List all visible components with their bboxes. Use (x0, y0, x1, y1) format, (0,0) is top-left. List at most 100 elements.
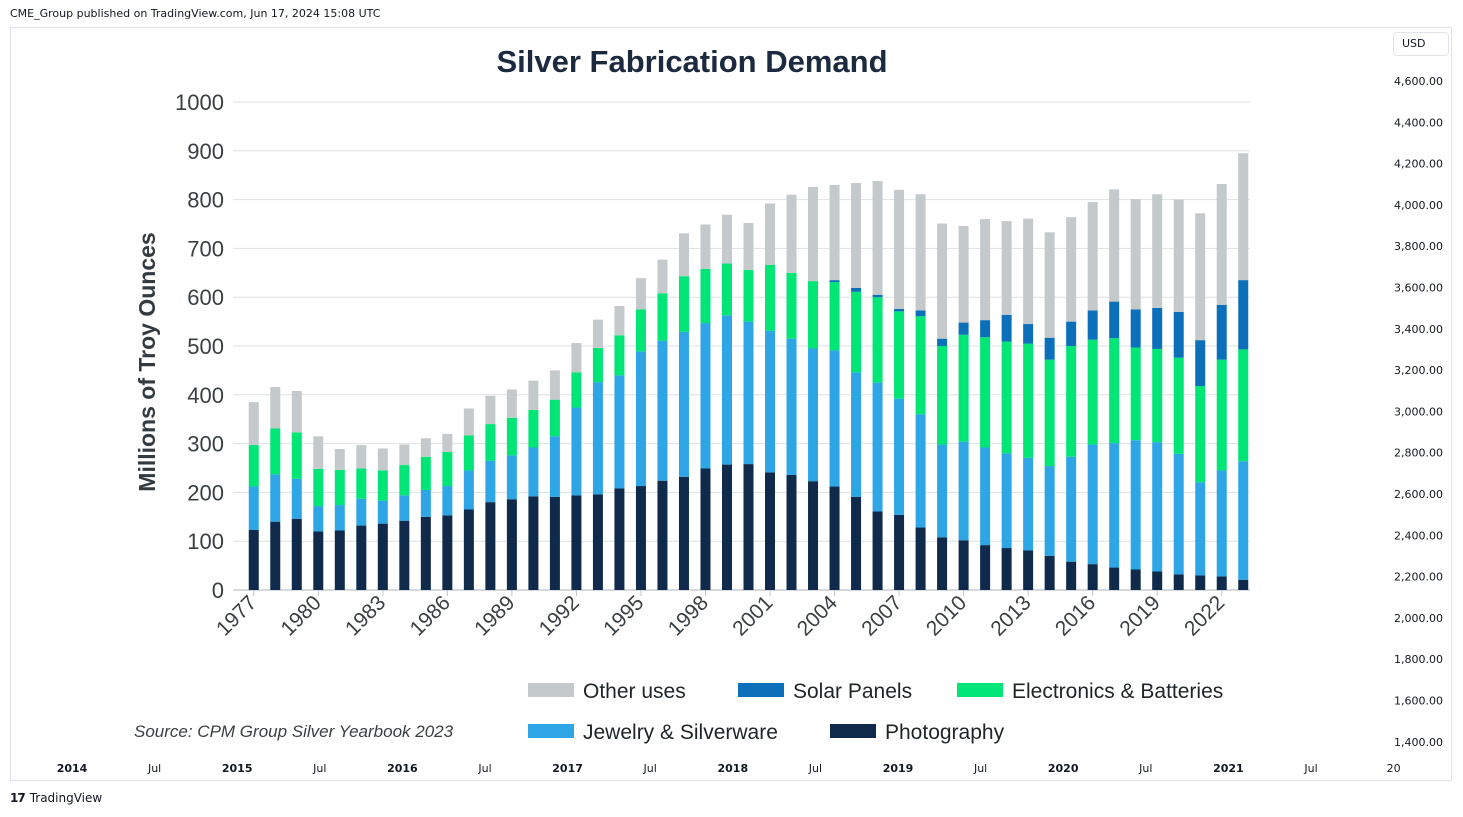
time-axis: 2014 Jul 2015 Jul 2016 Jul 2017 Jul 2018 Jul 2019 J… (57, 762, 1401, 775)
y-tick-label: 0 (212, 578, 224, 603)
x-tick-label: 2022 (1180, 591, 1229, 640)
time-axis-label: 2015 (222, 762, 253, 775)
bar-jewelry-silverware-2005 (851, 372, 862, 497)
bar-jewelry-silverware-1998 (700, 323, 711, 469)
bar-solar-panels-2012 (1001, 314, 1012, 342)
bar-jewelry-silverware-2004 (829, 350, 840, 487)
bar-photography-2013 (1023, 550, 1034, 590)
bar-photography-2018 (1130, 569, 1141, 590)
bar-electronics-batteries-2023 (1238, 349, 1249, 462)
bar-jewelry-silverware-1983 (377, 500, 388, 524)
bar-electronics-batteries-2018 (1130, 347, 1141, 441)
bar-jewelry-silverware-1999 (721, 315, 732, 465)
bar-jewelry-silverware-2000 (743, 321, 754, 465)
bar-jewelry-silverware-2003 (808, 348, 819, 482)
bar-other-uses-2002 (786, 194, 797, 273)
bar-other-uses-1984 (399, 444, 410, 466)
bar-electronics-batteries-1991 (549, 399, 560, 437)
bar-electronics-batteries-2015 (1066, 346, 1077, 457)
bar-jewelry-silverware-2016 (1087, 444, 1098, 565)
x-tick-label: 1998 (664, 591, 713, 640)
legend-label: Jewelry & Silverware (583, 721, 778, 744)
tradingview-logo-icon: 17 (10, 791, 26, 805)
price-axis-label: 4,200.00 (1394, 158, 1443, 171)
bar-other-uses-1982 (356, 445, 367, 469)
y-tick-label: 500 (187, 334, 224, 359)
bar-photography-2017 (1109, 567, 1120, 590)
time-axis-label: Jul (312, 762, 326, 775)
time-axis-label: 2021 (1213, 762, 1244, 775)
x-tick-label: 1980 (277, 591, 326, 640)
y-tick-label: 600 (187, 285, 224, 310)
bar-jewelry-silverware-1977 (248, 486, 259, 530)
bar-jewelry-silverware-1996 (657, 340, 668, 481)
bar-jewelry-silverware-2007 (894, 398, 905, 515)
x-tick-label: 2016 (1051, 591, 1100, 640)
bar-electronics-batteries-1985 (420, 456, 431, 490)
x-tick-label: 1983 (341, 591, 390, 640)
bar-other-uses-1992 (571, 343, 582, 373)
bar-other-uses-1988 (485, 395, 496, 425)
bar-electronics-batteries-2017 (1109, 338, 1120, 444)
bar-photography-2001 (765, 472, 776, 590)
price-axis-label: 2,800.00 (1394, 447, 1443, 460)
y-tick-label: 900 (187, 139, 224, 164)
x-tick-label: 2013 (986, 591, 1035, 640)
bar-other-uses-2019 (1152, 194, 1163, 308)
bar-other-uses-2018 (1130, 199, 1141, 310)
x-tick-label: 2004 (793, 591, 843, 641)
price-axis-label: 1,400.00 (1394, 736, 1443, 749)
chart-frame (10, 27, 1452, 781)
time-axis-label: 2014 (57, 762, 88, 775)
bar-solar-panels-2008 (915, 310, 926, 317)
time-axis-label: Jul (477, 762, 491, 775)
bar-photography-1992 (571, 495, 582, 590)
legend-swatch (528, 683, 574, 697)
x-tick-label: 2001 (728, 591, 777, 640)
bar-photography-2015 (1066, 561, 1077, 590)
bar-jewelry-silverware-1995 (635, 351, 646, 487)
time-axis-label: Jul (147, 762, 161, 775)
bar-other-uses-1997 (678, 233, 689, 277)
bar-other-uses-2016 (1087, 202, 1098, 311)
footer-brand[interactable]: 17 TradingView (10, 791, 102, 805)
bar-other-uses-2017 (1109, 189, 1120, 302)
bar-electronics-batteries-1980 (313, 468, 324, 507)
bar-other-uses-2014 (1044, 232, 1055, 338)
y-tick-label: 200 (187, 480, 224, 505)
bar-jewelry-silverware-1985 (420, 489, 431, 517)
tradingview-brand-label: TradingView (29, 791, 103, 805)
bar-jewelry-silverware-2013 (1023, 457, 1034, 551)
bar-electronics-batteries-1983 (377, 470, 388, 501)
bar-electronics-batteries-2005 (851, 291, 862, 373)
bar-electronics-batteries-2004 (829, 282, 840, 351)
bar-electronics-batteries-2021 (1195, 386, 1206, 483)
bar-jewelry-silverware-1987 (463, 470, 474, 510)
y-axis-label: Millions of Troy Ounces (134, 232, 160, 491)
y-tick-label: 700 (187, 236, 224, 261)
legend-label: Photography (885, 721, 1005, 744)
bar-photography-2022 (1216, 576, 1227, 590)
bar-jewelry-silverware-1992 (571, 407, 582, 496)
bar-photography-1988 (485, 502, 496, 590)
legend-label: Other uses (583, 680, 686, 703)
x-tick-label: 2010 (922, 591, 971, 640)
bar-electronics-batteries-2006 (872, 297, 883, 383)
bar-electronics-batteries-2007 (894, 311, 905, 399)
bar-other-uses-1996 (657, 259, 668, 294)
bar-other-uses-1991 (549, 370, 560, 400)
time-axis-label: Jul (1303, 762, 1317, 775)
bar-jewelry-silverware-1980 (313, 506, 324, 532)
bar-jewelry-silverware-2017 (1109, 443, 1120, 568)
bar-jewelry-silverware-2006 (872, 382, 883, 512)
currency-button[interactable]: USD (1393, 32, 1449, 56)
bar-photography-1999 (721, 464, 732, 590)
legend-swatch (528, 724, 574, 738)
source-note: Source: CPM Group Silver Yearbook 2023 (134, 722, 454, 741)
bar-other-uses-1986 (442, 433, 453, 452)
bar-photography-1989 (506, 499, 517, 590)
bar-other-uses-2003 (808, 186, 819, 282)
bar-electronics-batteries-1977 (248, 445, 259, 487)
price-axis-label: 3,000.00 (1394, 405, 1443, 418)
chart-title: Silver Fabrication Demand (496, 44, 887, 79)
